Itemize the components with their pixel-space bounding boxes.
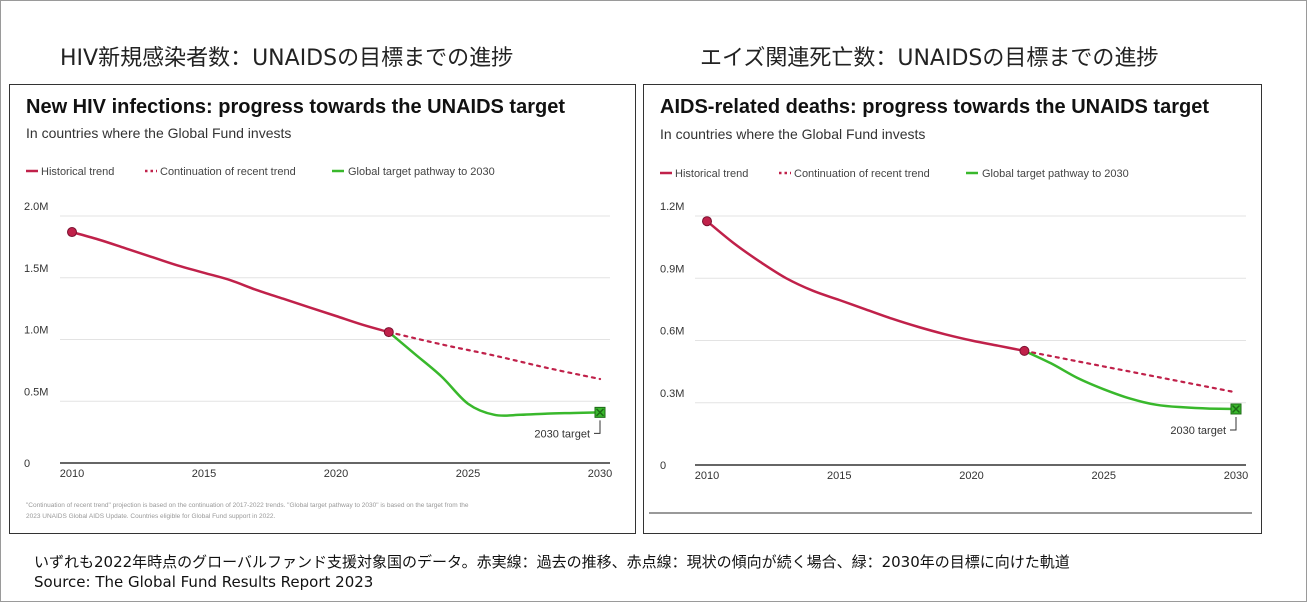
target-point-cross: [595, 408, 605, 417]
legend-continuation-label: Continuation of recent trend: [794, 168, 930, 180]
aids-deaths-chart-panel: AIDS-related deaths: progress towards th…: [643, 84, 1262, 534]
legend-target-label: Global target pathway to 2030: [348, 166, 495, 178]
legend-continuation-label: Continuation of recent trend: [160, 166, 296, 178]
caption-description: いずれも2022年時点のグローバルファンド支援対象国のデータ。赤実線：過去の推移…: [34, 553, 1070, 571]
x-tick-label: 2010: [695, 470, 719, 482]
chart-subtitle: In countries where the Global Fund inves…: [26, 125, 291, 141]
start-point-marker: [702, 216, 712, 227]
x-tick-label: 2025: [456, 468, 480, 480]
x-tick-label: 2030: [588, 468, 612, 480]
target-callout-leader: [594, 420, 601, 434]
y-tick-label: 1.0M: [24, 325, 48, 337]
hiv-infections-chart: New HIV infections: progress towards the…: [24, 96, 612, 520]
chart-title: AIDS-related deaths: progress towards th…: [660, 96, 1209, 118]
historical-trend-line: [705, 219, 1026, 353]
target-point-cross: [1231, 404, 1241, 414]
chart-footnote: 2023 UNAIDS Global AIDS Update. Countrie…: [26, 513, 276, 520]
y-tick-label: 0.6M: [660, 326, 684, 338]
legend-historical-label: Historical trend: [675, 168, 748, 180]
target-callout-leader: [1230, 416, 1237, 431]
x-tick-label: 2015: [827, 470, 851, 482]
y-tick-label: 1.2M: [660, 201, 684, 213]
latest-data-point-marker: [1019, 345, 1030, 356]
y-tick-label: 0.9M: [660, 263, 684, 275]
target-callout-label: 2030 target: [1170, 425, 1226, 437]
x-tick-label: 2015: [192, 468, 216, 480]
legend-historical-label: Historical trend: [41, 166, 114, 178]
caption-source: Source: The Global Fund Results Report 2…: [34, 573, 374, 591]
jp-title-right: エイズ関連死亡数：UNAIDSの目標までの進捗: [700, 46, 1159, 71]
continuation-trend-line: [387, 331, 602, 381]
y-tick-label: 0.3M: [660, 388, 684, 400]
x-tick-label: 2010: [60, 468, 84, 480]
start-point-marker: [67, 227, 77, 238]
x-tick-label: 2030: [1224, 470, 1248, 482]
x-tick-label: 2020: [324, 468, 348, 480]
hiv-infections-chart-panel: New HIV infections: progress towards the…: [9, 84, 636, 534]
target-pathway-line: [1023, 349, 1238, 411]
target-pathway-line: [387, 330, 602, 417]
y-tick-label: 0: [660, 460, 666, 472]
aids-deaths-chart: AIDS-related deaths: progress towards th…: [649, 96, 1252, 514]
y-tick-label: 0: [24, 458, 30, 470]
x-tick-label: 2025: [1092, 470, 1116, 482]
target-callout-label: 2030 target: [534, 428, 590, 440]
y-tick-label: 0.5M: [24, 386, 48, 398]
legend: Historical trend Continuation of recent t…: [660, 168, 1129, 180]
x-tick-label: 2020: [959, 470, 983, 482]
chart-title: New HIV infections: progress towards the…: [26, 96, 565, 118]
historical-trend-line: [70, 230, 391, 334]
legend-target-label: Global target pathway to 2030: [982, 168, 1129, 180]
y-tick-label: 2.0M: [24, 201, 48, 213]
latest-data-point-marker: [383, 327, 394, 338]
chart-subtitle: In countries where the Global Fund inves…: [660, 126, 925, 142]
chart-footnote: "Continuation of recent trend" projectio…: [26, 502, 469, 509]
legend: Historical trend Continuation of recent t…: [26, 166, 495, 178]
continuation-trend-line: [1023, 349, 1238, 394]
y-tick-label: 1.5M: [24, 263, 48, 275]
jp-title-left: HIV新規感染者数：UNAIDSの目標までの進捗: [60, 46, 514, 71]
